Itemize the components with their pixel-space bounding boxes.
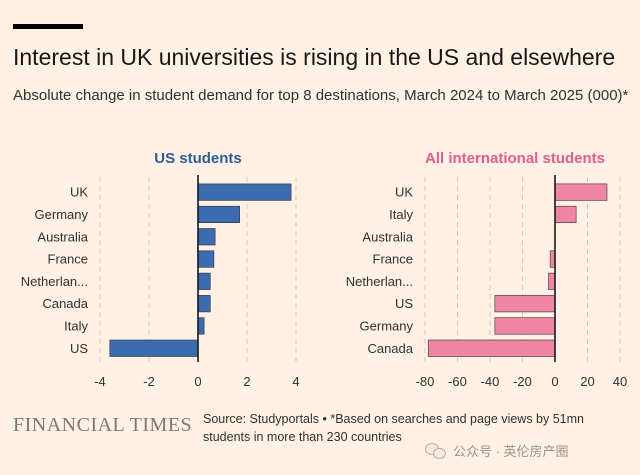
category-label-intl-6: Germany <box>360 318 414 333</box>
chart-title: Interest in UK universities is rising in… <box>13 44 616 70</box>
panel-title-international-students: All international students <box>424 150 605 167</box>
category-label-us-2: Australia <box>37 229 88 244</box>
x-tick-label-intl-40: 40 <box>613 374 627 389</box>
category-label-us-5: Canada <box>42 296 88 311</box>
bar-intl-7 <box>427 339 556 357</box>
x-tick-label-us-0: 0 <box>194 374 201 389</box>
bar-us-1 <box>197 205 240 223</box>
category-label-us-3: France <box>48 252 88 267</box>
x-tick-label-us-2: 2 <box>243 374 250 389</box>
x-tick-label-intl--80: -80 <box>416 374 435 389</box>
ft-top-bar <box>13 24 83 29</box>
category-label-intl-3: France <box>373 252 413 267</box>
category-label-intl-5: US <box>395 296 413 311</box>
bar-intl-5 <box>494 295 556 313</box>
category-label-us-1: Germany <box>35 207 89 222</box>
x-tick-label-intl-0: 0 <box>551 374 558 389</box>
source-note: Source: Studyportals • *Based on searche… <box>203 412 584 444</box>
chart-subtitle: Absolute change in student demand for to… <box>13 87 629 104</box>
bar-intl-0 <box>554 183 608 201</box>
category-label-intl-0: UK <box>395 185 413 200</box>
x-tick-label-us-4: 4 <box>292 374 299 389</box>
x-tick-label-us--4: -4 <box>94 374 106 389</box>
bar-us-0 <box>197 183 292 201</box>
category-label-us-6: Italy <box>64 318 88 333</box>
x-tick-label-us--2: -2 <box>143 374 155 389</box>
bar-intl-1 <box>554 205 577 223</box>
category-label-us-7: US <box>70 341 88 356</box>
bar-intl-4 <box>548 272 556 290</box>
bar-us-4 <box>197 272 211 290</box>
category-label-intl-2: Australia <box>362 229 413 244</box>
wechat-icon <box>425 442 447 459</box>
x-tick-label-intl-20: 20 <box>580 374 594 389</box>
panel-title-us-students: US students <box>154 150 242 167</box>
category-label-intl-7: Canada <box>367 341 413 356</box>
ft-logo: FINANCIAL TIMES <box>13 414 193 436</box>
bar-us-3 <box>197 250 215 268</box>
category-label-intl-1: Italy <box>389 207 413 222</box>
watermark: 公众号 · 英伦房产圈 <box>425 441 569 460</box>
bar-us-5 <box>197 295 211 313</box>
bar-us-2 <box>197 228 216 246</box>
x-tick-label-intl--20: -20 <box>513 374 532 389</box>
x-tick-label-intl--60: -60 <box>448 374 467 389</box>
x-tick-label-intl--40: -40 <box>481 374 500 389</box>
bar-us-6 <box>197 317 205 335</box>
bar-intl-6 <box>494 317 556 335</box>
category-label-intl-4: Netherlan... <box>346 274 413 289</box>
bar-us-7 <box>109 339 199 357</box>
category-label-us-4: Netherlan... <box>21 274 88 289</box>
watermark-text: 公众号 · 英伦房产圈 <box>453 444 569 459</box>
category-label-us-0: UK <box>70 185 88 200</box>
